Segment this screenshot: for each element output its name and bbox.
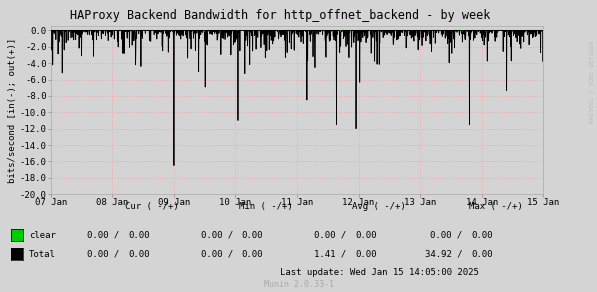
Text: 0.00 /: 0.00 / xyxy=(201,231,233,239)
Text: 0.00: 0.00 xyxy=(472,250,493,258)
Text: 0.00: 0.00 xyxy=(242,250,263,258)
Text: 0.00 /: 0.00 / xyxy=(314,231,346,239)
Text: Max ( -/+): Max ( -/+) xyxy=(469,202,522,211)
Text: HAProxy Backend Bandwidth for http_offnet_backend - by week: HAProxy Backend Bandwidth for http_offne… xyxy=(70,9,491,22)
Text: 0.00 /: 0.00 / xyxy=(87,231,119,239)
Y-axis label: bits/second [in(-); out(+)]: bits/second [in(-); out(+)] xyxy=(8,38,17,183)
Text: 0.00: 0.00 xyxy=(128,231,150,239)
Text: Min ( -/+): Min ( -/+) xyxy=(239,202,293,211)
Text: 34.92 /: 34.92 / xyxy=(425,250,463,258)
Text: 0.00 /: 0.00 / xyxy=(430,231,463,239)
Text: 1.41 /: 1.41 / xyxy=(314,250,346,258)
Text: clear: clear xyxy=(29,231,56,239)
Text: 0.00: 0.00 xyxy=(355,250,377,258)
Text: RRDTOOL / TOBI OETIKER: RRDTOOL / TOBI OETIKER xyxy=(589,41,594,123)
Text: Cur ( -/+): Cur ( -/+) xyxy=(125,202,179,211)
Text: Last update: Wed Jan 15 14:05:00 2025: Last update: Wed Jan 15 14:05:00 2025 xyxy=(279,268,479,277)
Text: Total: Total xyxy=(29,250,56,258)
Text: 0.00 /: 0.00 / xyxy=(87,250,119,258)
Text: 0.00 /: 0.00 / xyxy=(201,250,233,258)
Text: 0.00: 0.00 xyxy=(128,250,150,258)
Text: Munin 2.0.33-1: Munin 2.0.33-1 xyxy=(263,280,334,289)
Text: 0.00: 0.00 xyxy=(242,231,263,239)
Text: 0.00: 0.00 xyxy=(472,231,493,239)
Text: 0.00: 0.00 xyxy=(355,231,377,239)
Text: Avg ( -/+): Avg ( -/+) xyxy=(352,202,406,211)
